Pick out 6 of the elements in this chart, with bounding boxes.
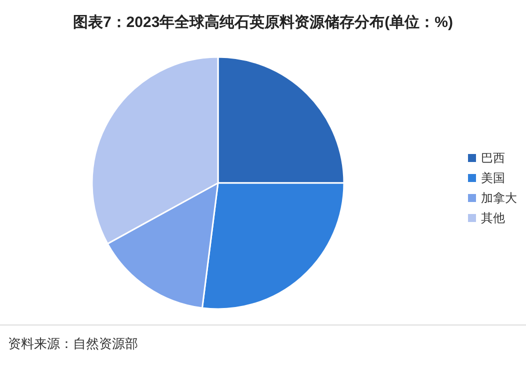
- legend-label: 美国: [481, 171, 505, 185]
- legend-label: 巴西: [481, 151, 505, 165]
- text: 资料来源：自然资源部: [8, 336, 138, 351]
- legend-label: 其他: [481, 211, 505, 225]
- chart-title: 图表7：2023年全球高纯石英原料资源储存分布(单位：%): [72, 13, 454, 31]
- legend-label: 加拿大: [481, 191, 517, 205]
